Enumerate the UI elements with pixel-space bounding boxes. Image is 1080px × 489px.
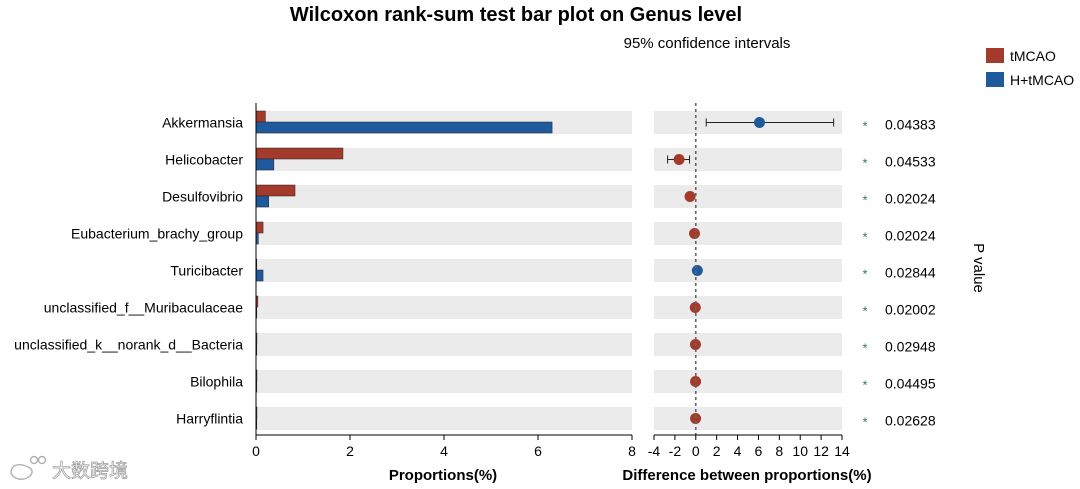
row-bg-bars-harryflintia bbox=[256, 407, 632, 430]
category-label-eubacterium-brachy-group: Eubacterium_brachy_group bbox=[71, 226, 243, 242]
bar-tmcao-eubacterium-brachy-group bbox=[255, 221, 264, 234]
row-bg-diff-helicobacter bbox=[654, 148, 842, 171]
category-label-unclassified-k-norank-d-bacteria: unclassified_k__norank_d__Bacteria bbox=[14, 337, 243, 353]
bar-tmcao-akkermansia bbox=[255, 110, 266, 123]
p-value-desulfovibrio: 0.02024 bbox=[885, 191, 936, 207]
p-value-bilophila: 0.04495 bbox=[885, 376, 936, 392]
p-value-harryflintia: 0.02628 bbox=[885, 413, 936, 429]
legend-swatch-tmcao bbox=[986, 48, 1004, 63]
row-bg-diff-harryflintia bbox=[654, 407, 842, 430]
difference-marks bbox=[667, 103, 835, 435]
axes: 0 2 4 6 8 -4 -2 0 2 4 6 8 10 12 14 bbox=[252, 103, 850, 459]
p-value-labels: * 0.04383 * 0.04533 * 0.02024 * 0.02024 * 0.02844… bbox=[862, 117, 935, 430]
row-bg-bars-turicibacter bbox=[256, 259, 632, 282]
legend-label-h-tmcao: H+tMCAO bbox=[1010, 72, 1074, 88]
row-bg-bars-helicobacter bbox=[256, 148, 632, 171]
significance-star-helicobacter: * bbox=[862, 156, 867, 171]
watermark-text: 大数跨境 bbox=[52, 460, 128, 482]
category-label-unclassified-f-muribaculaceae: unclassified_f__Muribaculaceae bbox=[44, 300, 243, 316]
p-value-akkermansia: 0.04383 bbox=[885, 117, 936, 133]
legend-label-tmcao: tMCAO bbox=[1010, 48, 1056, 64]
row-bg-bars-desulfovibrio bbox=[256, 185, 632, 208]
bar-h-tmcao-desulfovibrio bbox=[255, 195, 269, 208]
bar-h-tmcao-turicibacter bbox=[255, 269, 264, 282]
p-value-helicobacter: 0.04533 bbox=[885, 154, 936, 170]
legend: tMCAO H+tMCAO bbox=[986, 48, 1074, 88]
diff-point-eubacterium-brachy-group bbox=[689, 228, 701, 239]
diff-x-tick-label-14: 14 bbox=[834, 443, 850, 459]
row-bg-diff-unclassified-f-muribaculaceae bbox=[654, 296, 842, 319]
diff-point-desulfovibrio bbox=[684, 191, 696, 202]
p-value-unclassified-k-norank-d-bacteria: 0.02948 bbox=[885, 339, 936, 355]
significance-star-harryflintia: * bbox=[862, 415, 867, 430]
p-value-unclassified-f-muribaculaceae: 0.02002 bbox=[885, 302, 936, 318]
diff-x-tick-label-0: 0 bbox=[692, 443, 700, 459]
significance-star-akkermansia: * bbox=[862, 119, 867, 134]
bars-x-tick-label-6: 6 bbox=[534, 443, 542, 459]
row-bg-diff-unclassified-k-norank-d-bacteria bbox=[654, 333, 842, 356]
diff-point-turicibacter bbox=[691, 265, 703, 276]
significance-star-unclassified-f-muribaculaceae: * bbox=[862, 304, 867, 319]
row-bg-diff-turicibacter bbox=[654, 259, 842, 282]
bar-tmcao-desulfovibrio bbox=[255, 184, 296, 197]
chart-subtitle: 95% confidence intervals bbox=[624, 35, 791, 52]
category-label-turicibacter: Turicibacter bbox=[170, 263, 243, 279]
diff-x-tick-label-12: 12 bbox=[813, 443, 829, 459]
diff-x-tick-label-4: 4 bbox=[734, 443, 742, 459]
row-bg-bars-eubacterium-brachy-group bbox=[256, 222, 632, 245]
legend-swatch-h-tmcao bbox=[986, 72, 1004, 87]
diff-x-tick-label-6: 6 bbox=[755, 443, 763, 459]
diff-point-helicobacter bbox=[673, 154, 685, 165]
bar-h-tmcao-akkermansia bbox=[255, 121, 553, 134]
chart-title: Wilcoxon rank-sum test bar plot on Genus… bbox=[290, 4, 742, 26]
row-bg-diff-bilophila bbox=[654, 370, 842, 393]
bar-tmcao-helicobacter bbox=[255, 147, 344, 160]
diff-point-akkermansia bbox=[753, 117, 765, 128]
watermark: 大数跨境 bbox=[10, 455, 128, 482]
row-bg-bars-unclassified-k-norank-d-bacteria bbox=[256, 333, 632, 356]
row-backgrounds bbox=[256, 111, 842, 430]
bars-x-tick-label-4: 4 bbox=[440, 443, 448, 459]
category-label-harryflintia: Harryflintia bbox=[176, 411, 243, 427]
diff-x-tick-label-minus-4: -4 bbox=[648, 443, 661, 459]
row-bg-bars-unclassified-f-muribaculaceae bbox=[256, 296, 632, 319]
bars-x-tick-label-8: 8 bbox=[628, 443, 636, 459]
diff-x-tick-label-minus-2: -2 bbox=[669, 443, 682, 459]
bars-x-tick-label-0: 0 bbox=[252, 443, 260, 459]
category-label-bilophila: Bilophila bbox=[190, 374, 243, 390]
bars-x-tick-label-2: 2 bbox=[346, 443, 354, 459]
diff-x-tick-label-2: 2 bbox=[713, 443, 721, 459]
significance-star-desulfovibrio: * bbox=[862, 193, 867, 208]
category-labels: Akkermansia Helicobacter Desulfovibrio Euba… bbox=[14, 115, 243, 427]
x-axis-title-difference: Difference between proportions(%) bbox=[622, 467, 871, 484]
significance-star-bilophila: * bbox=[862, 378, 867, 393]
category-label-akkermansia: Akkermansia bbox=[162, 115, 243, 131]
row-bg-diff-eubacterium-brachy-group bbox=[654, 222, 842, 245]
p-value-turicibacter: 0.02844 bbox=[885, 265, 936, 281]
significance-star-turicibacter: * bbox=[862, 267, 867, 282]
category-label-desulfovibrio: Desulfovibrio bbox=[162, 189, 243, 205]
weibo-logo-icon bbox=[10, 455, 47, 480]
p-value-eubacterium-brachy-group: 0.02024 bbox=[885, 228, 936, 244]
row-bg-diff-desulfovibrio bbox=[654, 185, 842, 208]
significance-star-eubacterium-brachy-group: * bbox=[862, 230, 867, 245]
category-label-helicobacter: Helicobacter bbox=[165, 152, 243, 168]
p-value-axis-label: P value bbox=[970, 243, 987, 293]
row-bg-bars-bilophila bbox=[256, 370, 632, 393]
x-axis-title-proportions: Proportions(%) bbox=[389, 467, 497, 484]
diff-x-tick-label-8: 8 bbox=[775, 443, 783, 459]
diff-point-harryflintia bbox=[690, 413, 702, 424]
significance-star-unclassified-k-norank-d-bacteria: * bbox=[862, 341, 867, 356]
bar-h-tmcao-helicobacter bbox=[255, 158, 275, 171]
diff-x-tick-label-10: 10 bbox=[792, 443, 808, 459]
